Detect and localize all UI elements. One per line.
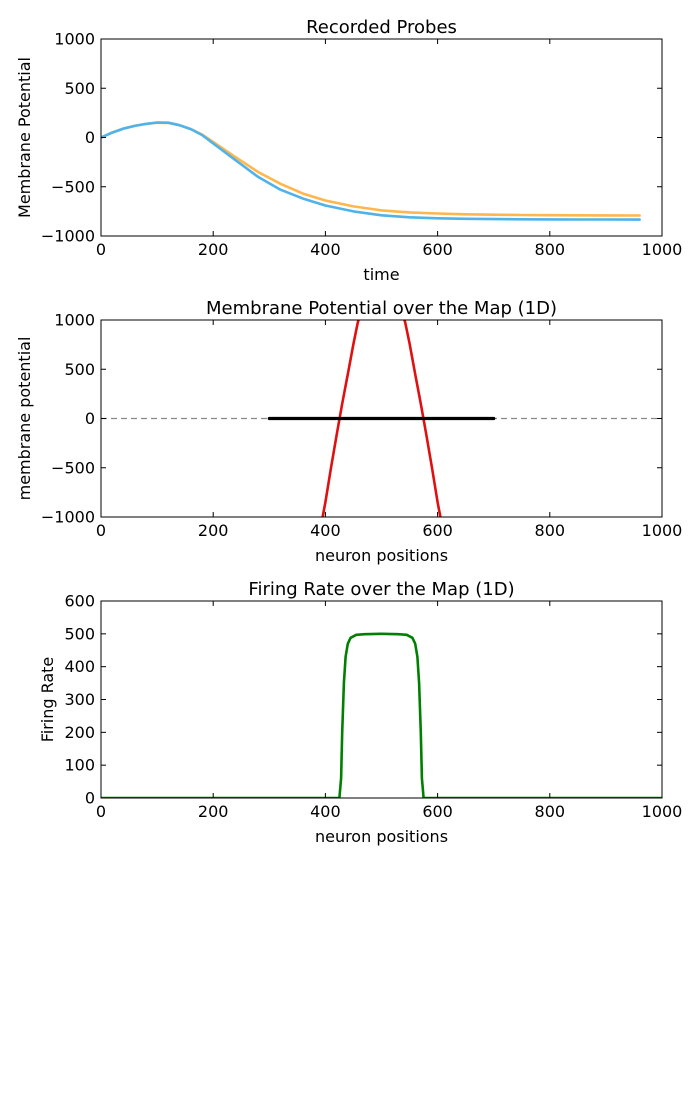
x-tick-label: 800 <box>535 802 566 821</box>
y-tick-label: 300 <box>64 690 95 709</box>
y-tick-label: 200 <box>64 723 95 742</box>
series-line-firing-rate <box>101 632 662 798</box>
x-tick-label: 800 <box>535 521 566 540</box>
x-axis-label: time <box>363 265 399 284</box>
y-tick-label: −500 <box>51 177 95 196</box>
y-tick-label: −1000 <box>41 508 95 527</box>
x-tick-label: 800 <box>535 240 566 259</box>
x-tick-label: 0 <box>96 240 106 259</box>
x-tick-label: 0 <box>96 802 106 821</box>
y-tick-label: 400 <box>64 657 95 676</box>
plot-frame <box>100 600 663 799</box>
x-tick-label: 1000 <box>642 240 683 259</box>
x-axis-label: neuron positions <box>315 546 448 565</box>
y-tick-label: 100 <box>64 756 95 775</box>
y-axis-label: Firing Rate <box>38 657 57 743</box>
y-axis-label: Membrane Potential <box>15 57 34 218</box>
y-tick-label: 1000 <box>54 311 95 330</box>
y-axis-label: membrane potential <box>15 337 34 501</box>
series-line-membrane-potential <box>321 320 442 517</box>
x-axis-label: neuron positions <box>315 827 448 846</box>
y-tick-label: −500 <box>51 458 95 477</box>
chart-title: Recorded Probes <box>306 17 457 38</box>
plot-frame <box>100 38 663 237</box>
y-tick-label: 600 <box>64 592 95 611</box>
x-tick-label: 600 <box>422 802 453 821</box>
chart-title: Firing Rate over the Map (1D) <box>248 579 514 600</box>
x-tick-label: 1000 <box>642 802 683 821</box>
x-tick-label: 200 <box>198 521 229 540</box>
series-line-probe-1 <box>101 121 641 217</box>
membrane-potential-panel: Membrane Potential over the Map (1D) 0 200… <box>15 298 682 565</box>
x-tick-label: 200 <box>198 240 229 259</box>
y-tick-label: 500 <box>64 79 95 98</box>
chart-title: Membrane Potential over the Map (1D) <box>206 298 557 319</box>
x-tick-label: 200 <box>198 802 229 821</box>
x-tick-label: 400 <box>310 802 341 821</box>
x-tick-label: 0 <box>96 521 106 540</box>
series-line-probe-2 <box>101 121 641 221</box>
y-tick-label: 1000 <box>54 30 95 49</box>
y-tick-label: 500 <box>64 624 95 643</box>
x-tick-label: 400 <box>310 521 341 540</box>
x-tick-label: 600 <box>422 240 453 259</box>
y-tick-label: 0 <box>85 128 95 147</box>
firing-rate-panel: Firing Rate over the Map (1D) 0 200 400 600 8… <box>38 579 682 846</box>
y-tick-label: −1000 <box>41 227 95 246</box>
y-tick-label: 500 <box>64 360 95 379</box>
x-tick-label: 1000 <box>642 521 683 540</box>
y-tick-label: 0 <box>85 789 95 808</box>
y-tick-label: 0 <box>85 409 95 428</box>
x-tick-label: 600 <box>422 521 453 540</box>
recorded-probes-panel: Recorded Probes 0 200 400 600 800 1000 −1000 −50… <box>15 17 682 284</box>
x-tick-label: 400 <box>310 240 341 259</box>
